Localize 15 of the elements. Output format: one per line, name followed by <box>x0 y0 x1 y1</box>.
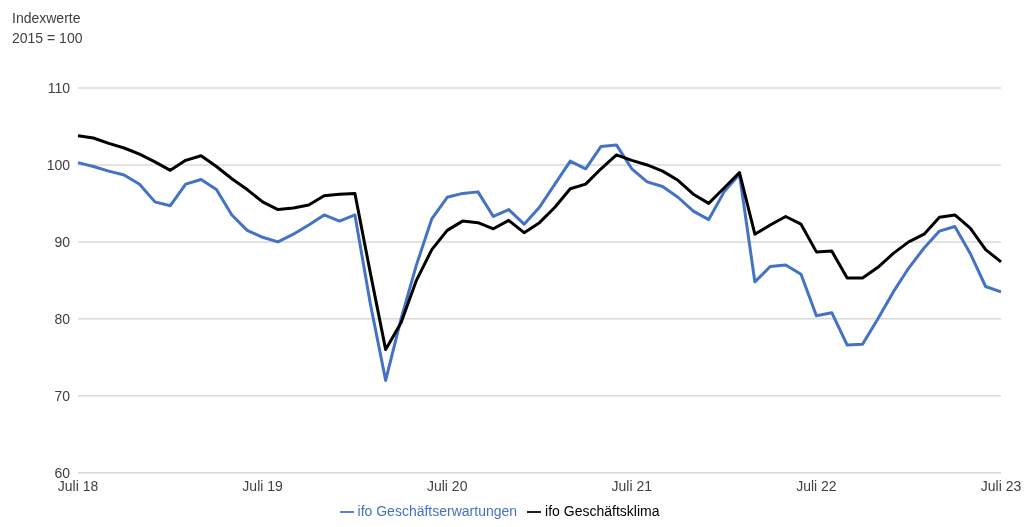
y-tick-label: 110 <box>47 79 71 96</box>
legend-label: ifo Geschäftserwartungen <box>357 502 518 519</box>
x-tick-label: Juli 21 <box>611 477 653 494</box>
y-tick-label: 70 <box>54 387 71 404</box>
line-series <box>76 134 1003 352</box>
y-tick-label: 100 <box>46 156 71 173</box>
line-series <box>76 143 1003 382</box>
y-axis-title: Indexwerte 2015 = 100 <box>12 9 83 48</box>
y-tick-label: 90 <box>54 233 71 250</box>
x-tick-label: Juli 19 <box>242 477 284 494</box>
y-tick-label: 80 <box>54 310 71 327</box>
x-tick-label: Juli 20 <box>426 477 468 494</box>
legend-label: ifo Geschäftsklima <box>545 502 660 519</box>
x-tick-label: Juli 22 <box>796 477 837 494</box>
x-tick-label: Juli 23 <box>980 477 1022 494</box>
